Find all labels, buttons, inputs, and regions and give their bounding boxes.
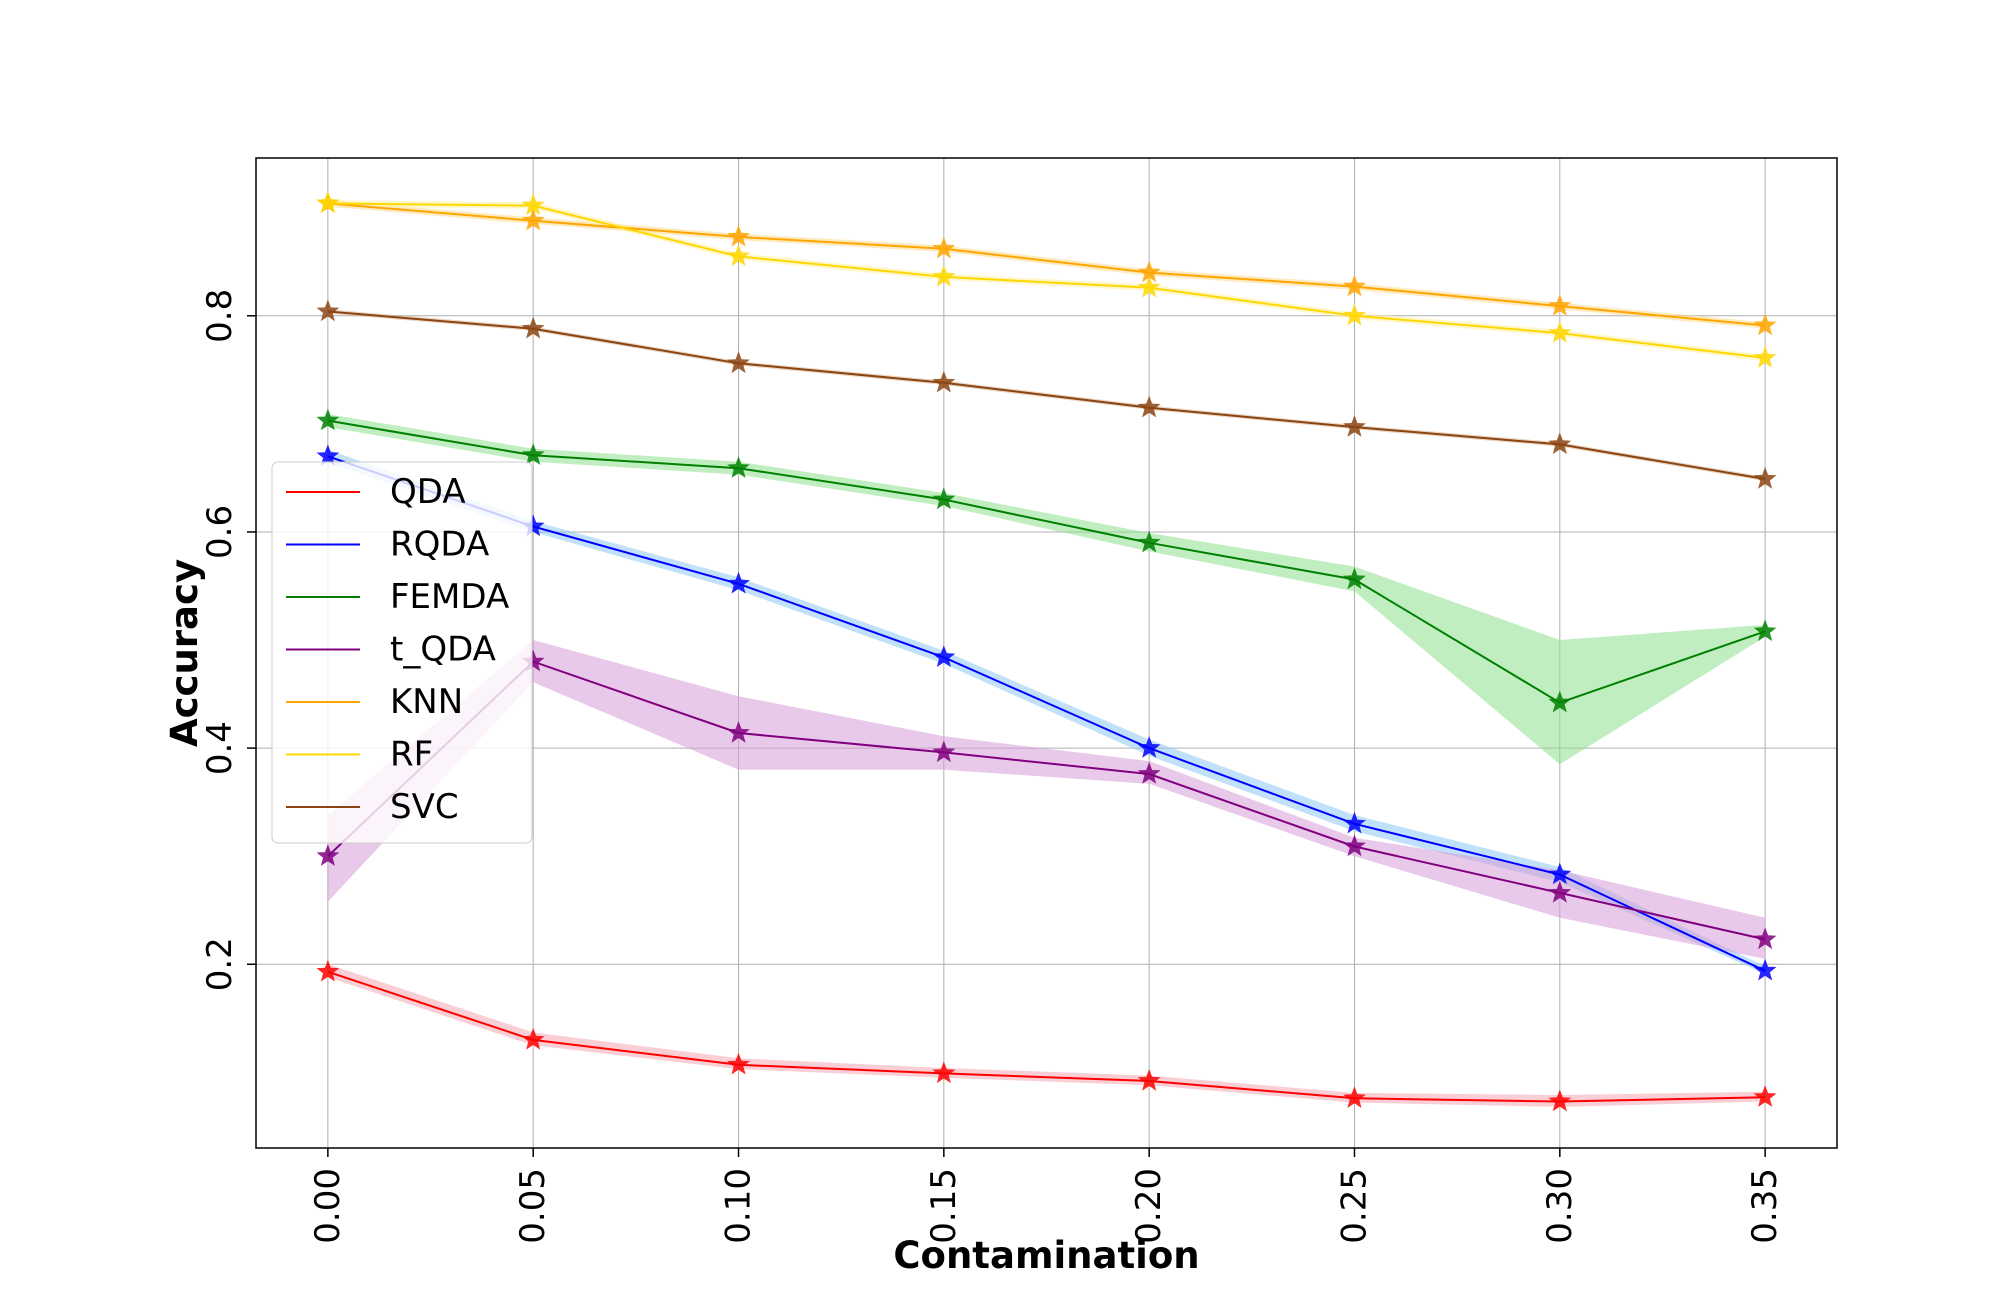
rqda-point <box>932 645 956 667</box>
legend-label-t-qda: t_QDA <box>390 630 496 670</box>
rqda-point <box>727 571 750 594</box>
t-qda-point <box>932 740 956 763</box>
rf-line <box>327 202 1766 359</box>
rf-point <box>521 193 545 216</box>
x-axis-ticks: 0.00 0.05 0.10 0.15 0.20 0.25 0.30 0.35 <box>308 1148 1785 1244</box>
rqda-point <box>521 514 545 537</box>
y-tick-label: 0.6 <box>200 505 240 559</box>
rf-point <box>727 244 750 267</box>
svc-point <box>727 351 750 374</box>
x-tick-label: 0.15 <box>924 1168 964 1244</box>
rqda-band <box>327 449 1766 974</box>
t-qda-point <box>1343 834 1366 857</box>
rf-point <box>932 264 956 287</box>
qda-line <box>327 970 1766 1103</box>
svc-point <box>521 316 545 339</box>
svc-point <box>1753 467 1777 489</box>
rf-point <box>1548 321 1572 343</box>
knn-point <box>1343 274 1366 297</box>
rqda-point <box>1137 736 1161 758</box>
rf-point <box>1137 275 1161 298</box>
femda-point <box>1548 690 1572 713</box>
knn-point <box>727 224 750 247</box>
legend-label-femda: FEMDA <box>390 577 509 617</box>
svc-point <box>932 370 956 393</box>
legend-label-rf: RF <box>390 735 433 775</box>
x-tick-label: 0.00 <box>308 1168 348 1244</box>
qda-point <box>932 1061 956 1084</box>
t-qda-point <box>727 721 750 743</box>
knn-point <box>932 236 956 259</box>
x-tick-label: 0.10 <box>719 1168 759 1244</box>
femda-point <box>1753 619 1777 642</box>
series-markers <box>316 191 1777 1112</box>
qda-band <box>327 964 1766 1107</box>
legend: QDA RQDA FEMDA t_QDA KNN RF SVC <box>271 461 533 844</box>
rqda-point <box>316 444 340 466</box>
qda-point <box>1548 1089 1572 1112</box>
femda-point <box>1343 567 1366 590</box>
qda-point <box>521 1027 545 1050</box>
svc-line <box>327 310 1766 480</box>
t-qda-point <box>1137 762 1161 784</box>
y-axis-ticks: 0.2 0.4 0.6 0.8 <box>200 289 256 991</box>
t-qda-point <box>1548 880 1572 903</box>
svc-point <box>316 299 340 322</box>
x-tick-label: 0.05 <box>513 1168 553 1244</box>
femda-point <box>727 456 750 478</box>
t-qda-band <box>327 640 1766 959</box>
femda-point <box>1137 530 1161 553</box>
rqda-line <box>327 455 1766 972</box>
femda-point <box>316 408 340 431</box>
t-qda-point <box>1753 927 1777 950</box>
svc-point <box>1137 395 1161 418</box>
t-qda-point <box>521 649 545 672</box>
qda-point <box>1137 1069 1161 1091</box>
y-tick-label: 0.2 <box>200 937 240 991</box>
plot-frame <box>255 157 1838 1149</box>
legend-label-knn: KNN <box>390 682 463 722</box>
qda-point <box>1343 1086 1366 1108</box>
series-lines <box>327 202 1766 1103</box>
knn-point <box>1548 294 1572 316</box>
rf-point <box>316 191 340 214</box>
qda-point <box>316 959 340 982</box>
knn-point <box>1137 260 1161 283</box>
femda-line <box>327 419 1766 704</box>
knn-line <box>327 202 1766 327</box>
rqda-point <box>1548 862 1572 885</box>
legend-label-rqda: RQDA <box>390 525 489 565</box>
rqda-point <box>1343 811 1366 834</box>
x-tick-label: 0.35 <box>1745 1168 1785 1244</box>
qda-point <box>1753 1085 1777 1107</box>
t-qda-point <box>316 844 340 866</box>
x-axis-title: Contamination <box>893 1234 1199 1277</box>
y-axis-title: Accuracy <box>163 559 206 747</box>
svc-point <box>1548 432 1572 455</box>
t-qda-line <box>327 660 1766 941</box>
x-tick-label: 0.20 <box>1129 1168 1169 1244</box>
qda-point <box>727 1052 750 1075</box>
y-tick-label: 0.4 <box>200 721 240 775</box>
knn-point <box>1753 313 1777 336</box>
knn-point <box>521 208 545 231</box>
legend-box <box>271 461 533 844</box>
svc-point <box>1343 415 1366 437</box>
rf-point <box>1753 345 1777 368</box>
y-tick-label: 0.8 <box>200 289 240 343</box>
x-tick-label: 0.25 <box>1334 1168 1374 1244</box>
femda-point <box>521 443 545 465</box>
legend-label-svc: SVC <box>390 787 459 827</box>
femda-band <box>327 414 1766 765</box>
x-tick-label: 0.30 <box>1540 1168 1580 1244</box>
femda-point <box>932 487 956 510</box>
rqda-point <box>1753 958 1777 981</box>
legend-label-qda: QDA <box>390 472 466 512</box>
rf-point <box>1343 303 1366 326</box>
